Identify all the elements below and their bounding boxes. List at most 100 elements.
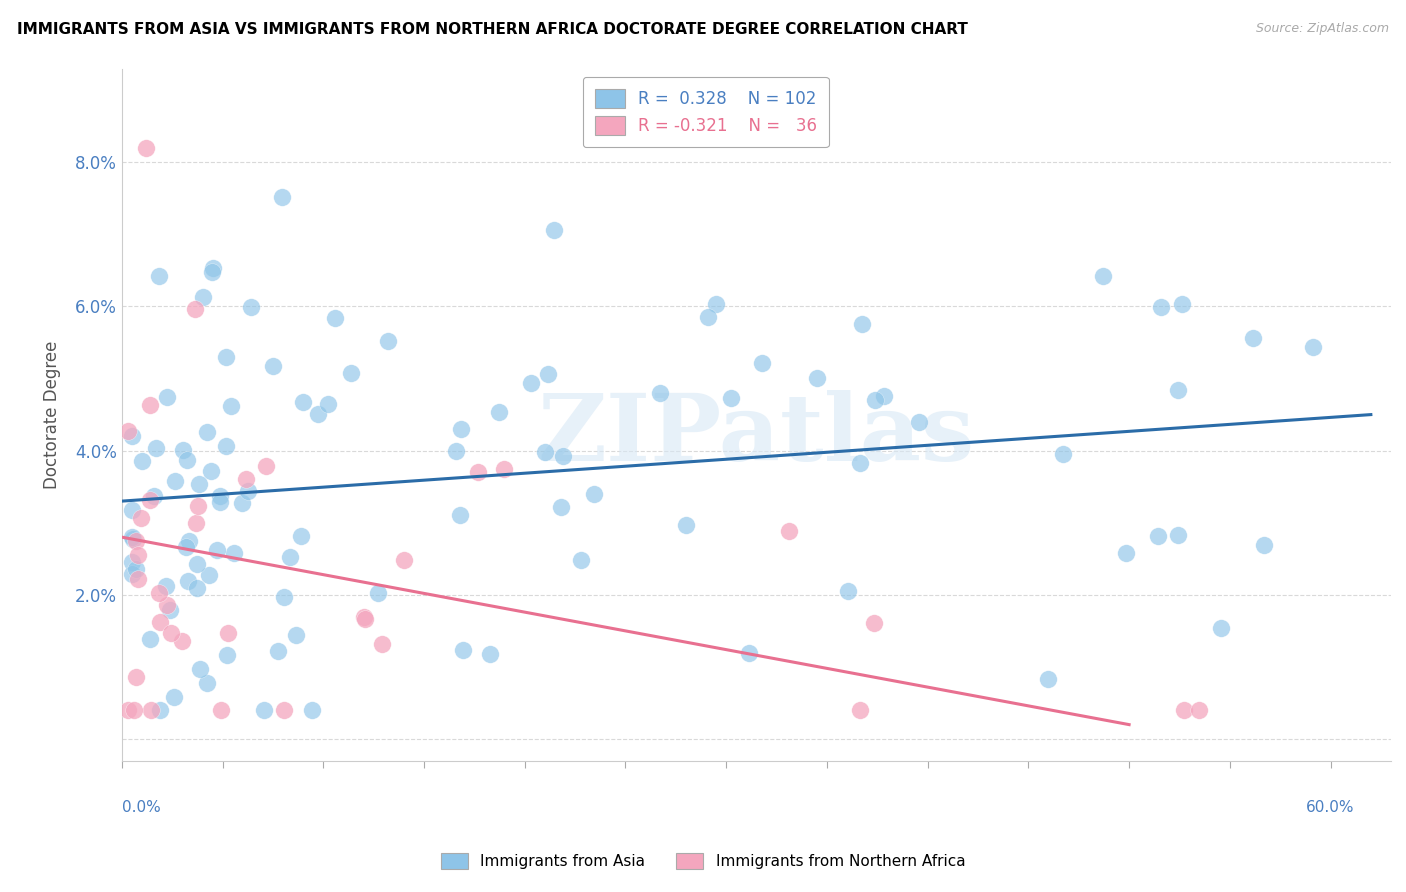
Point	[1115, 546, 1137, 560]
Text: 0.0%: 0.0%	[122, 799, 160, 814]
Point	[121, 429, 143, 443]
Point	[837, 583, 859, 598]
Point	[1150, 300, 1173, 314]
Point	[1209, 621, 1232, 635]
Point	[316, 397, 339, 411]
Point	[1167, 528, 1189, 542]
Point	[188, 662, 211, 676]
Point	[215, 350, 238, 364]
Point	[340, 366, 363, 380]
Point	[478, 647, 501, 661]
Point	[1052, 447, 1074, 461]
Point	[720, 391, 742, 405]
Point	[648, 386, 671, 401]
Point	[160, 626, 183, 640]
Point	[208, 489, 231, 503]
Point	[450, 422, 472, 436]
Point	[444, 444, 467, 458]
Point	[122, 703, 145, 717]
Point	[197, 568, 219, 582]
Point	[188, 477, 211, 491]
Point	[209, 703, 232, 717]
Point	[543, 223, 565, 237]
Point	[121, 555, 143, 569]
Point	[117, 703, 139, 717]
Point	[240, 300, 263, 314]
Point	[215, 648, 238, 663]
Point	[704, 297, 727, 311]
Point	[806, 371, 828, 385]
Point	[117, 425, 139, 439]
Point	[184, 302, 207, 317]
Point	[1146, 529, 1168, 543]
Point	[208, 494, 231, 508]
Point	[849, 456, 872, 470]
Point	[285, 628, 308, 642]
Point	[583, 487, 606, 501]
Point	[467, 465, 489, 479]
Point	[697, 310, 720, 324]
Point	[873, 389, 896, 403]
Point	[238, 483, 260, 498]
Point	[159, 603, 181, 617]
Point	[201, 265, 224, 279]
Point	[392, 553, 415, 567]
Point	[217, 626, 239, 640]
Point	[121, 530, 143, 544]
Point	[129, 511, 152, 525]
Point	[253, 703, 276, 717]
Legend: Immigrants from Asia, Immigrants from Northern Africa: Immigrants from Asia, Immigrants from No…	[434, 847, 972, 875]
Point	[449, 508, 471, 523]
Point	[121, 503, 143, 517]
Point	[290, 529, 312, 543]
Point	[1171, 297, 1194, 311]
Point	[371, 637, 394, 651]
Point	[184, 516, 207, 530]
Point	[195, 425, 218, 439]
Point	[174, 541, 197, 555]
Point	[143, 489, 166, 503]
Point	[851, 317, 873, 331]
Point	[537, 367, 560, 381]
Point	[176, 453, 198, 467]
Point	[273, 703, 295, 717]
Point	[139, 632, 162, 646]
Point	[569, 553, 592, 567]
Legend: R =  0.328    N = 102, R = -0.321    N =   36: R = 0.328 N = 102, R = -0.321 N = 36	[583, 77, 828, 147]
Point	[145, 441, 167, 455]
Point	[219, 399, 242, 413]
Point	[235, 472, 257, 486]
Text: IMMIGRANTS FROM ASIA VS IMMIGRANTS FROM NORTHERN AFRICA DOCTORATE DEGREE CORRELA: IMMIGRANTS FROM ASIA VS IMMIGRANTS FROM …	[17, 22, 967, 37]
Point	[292, 395, 315, 409]
Point	[325, 311, 347, 326]
Point	[163, 690, 186, 704]
Point	[353, 609, 375, 624]
Text: Source: ZipAtlas.com: Source: ZipAtlas.com	[1256, 22, 1389, 36]
Point	[1253, 539, 1275, 553]
Point	[231, 496, 253, 510]
Point	[1173, 703, 1195, 717]
Point	[494, 462, 516, 476]
Point	[163, 474, 186, 488]
Point	[176, 574, 198, 588]
Point	[149, 703, 172, 717]
Point	[1036, 672, 1059, 686]
Point	[186, 581, 208, 595]
Point	[205, 543, 228, 558]
Point	[222, 546, 245, 560]
Point	[271, 190, 294, 204]
Point	[1188, 703, 1211, 717]
Point	[202, 261, 225, 276]
Point	[127, 572, 149, 586]
Text: ZIPatlas: ZIPatlas	[538, 391, 974, 481]
Point	[122, 533, 145, 547]
Point	[254, 458, 277, 473]
Point	[124, 534, 146, 549]
Point	[124, 562, 146, 576]
Text: 60.0%: 60.0%	[1306, 799, 1355, 814]
Point	[187, 499, 209, 513]
Point	[138, 398, 160, 412]
Point	[849, 703, 872, 717]
Point	[127, 548, 149, 562]
Point	[533, 445, 555, 459]
